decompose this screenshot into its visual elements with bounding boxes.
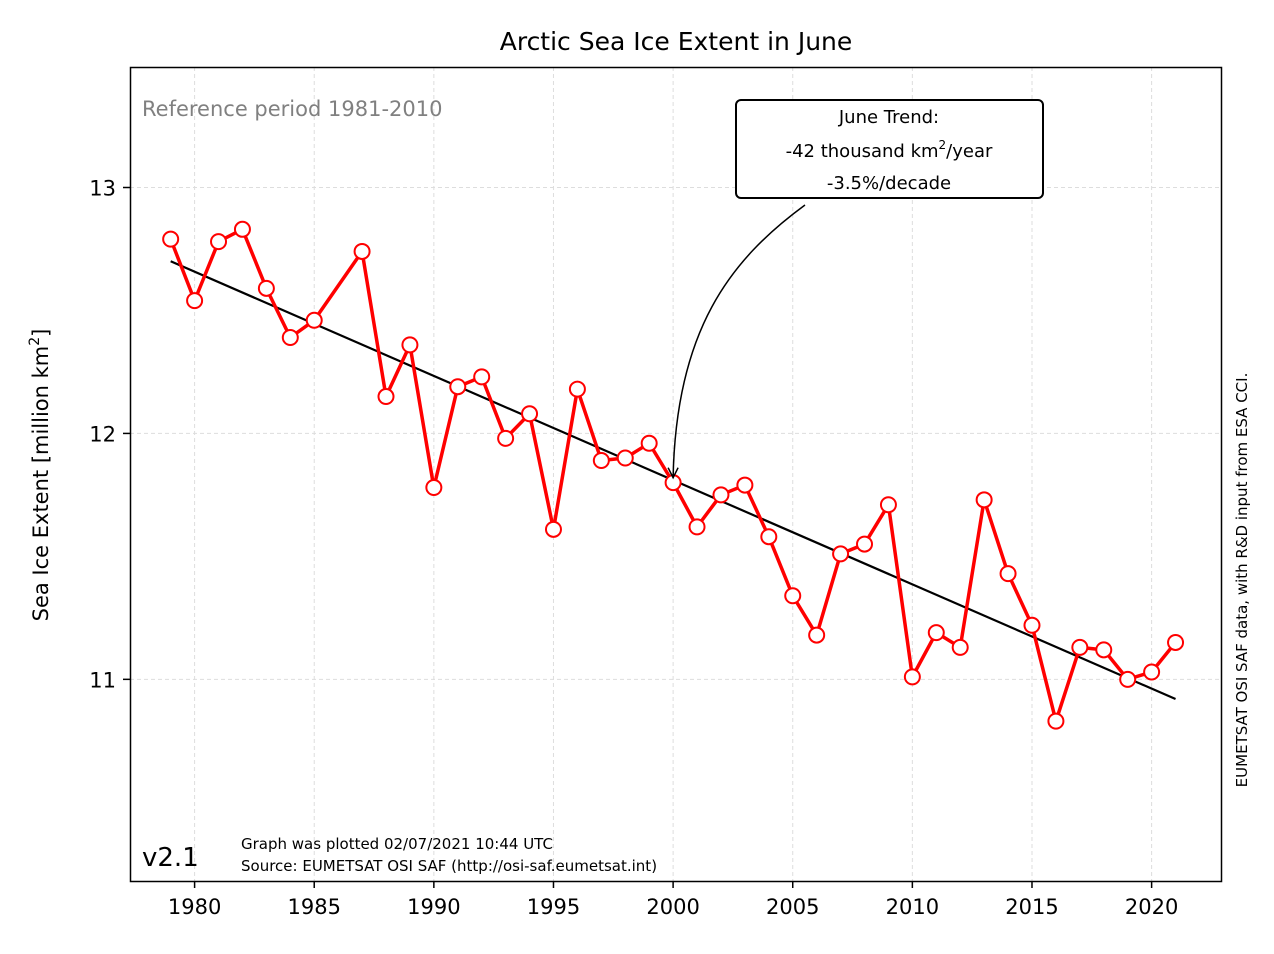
x-axis: 1980 1985 1990 1995 2000 2005 2010 2015 2020 [168,881,1178,919]
annotation-arrow [672,204,806,478]
data-point [951,638,969,656]
data-point [497,429,515,447]
y-axis-label: Sea Ice Extent [million km2] [27,329,53,622]
data-point [712,486,730,504]
data-point [233,220,251,238]
annotation-line2-post: /year [946,141,993,162]
y-tick-label: 13 [89,177,116,201]
data-point [425,479,443,497]
side-note: EUMETSAT OSI SAF data, with R&D input fr… [1233,373,1251,788]
footer-plotted: Graph was plotted 02/07/2021 10:44 UTC [241,835,553,853]
x-tick-label: 2005 [766,895,819,919]
y-axis-label-main: Sea Ice Extent [million km [29,346,53,622]
data-point [186,292,204,310]
x-tick-label: 1990 [407,895,460,919]
x-tick-label: 1985 [287,895,340,919]
data-point [760,528,778,546]
reference-period-text: Reference period 1981-2010 [142,97,442,121]
series-line [169,227,1177,723]
y-tick-label: 12 [89,422,116,446]
data-point [1167,633,1185,651]
annotation-line1: June Trend: [838,107,939,128]
plot-frame [129,66,1223,883]
data-point [640,434,658,452]
data-point [832,545,850,563]
x-tick-label: 2000 [646,895,699,919]
data-point [521,405,539,423]
data-point [568,380,586,398]
data-point [377,388,395,406]
chart-title: Arctic Sea Ice Extent in June [500,27,853,56]
data-point [1071,638,1089,656]
data-point [401,336,419,354]
data-point [856,535,874,553]
annotation-arrowhead [667,467,679,480]
annotation-box [735,99,1044,199]
data-point [736,476,754,494]
data-point [808,626,826,644]
data-point [210,233,228,251]
data-point [1023,616,1041,634]
x-tick-label: 2010 [886,895,939,919]
data-point [999,565,1017,583]
data-point [784,587,802,605]
data-point [688,518,706,536]
annotation-line3: -3.5%/decade [827,173,951,194]
data-point [975,491,993,509]
y-axis-label-end: ] [29,329,53,337]
annotation-line2-pre: -42 thousand km [786,141,939,162]
y-axis: 11 12 13 [89,177,130,692]
data-point [1095,641,1113,659]
data-point [281,329,299,347]
data-point [544,520,562,538]
footer-source: Source: EUMETSAT OSI SAF (http://osi-saf… [241,857,657,875]
x-tick-label: 1995 [527,895,580,919]
y-axis-label-sup: 2 [27,337,43,346]
data-point [927,624,945,642]
data-point [616,449,634,467]
x-tick-label: 2020 [1125,895,1178,919]
y-tick-label: 11 [89,668,116,692]
version-label: v2.1 [142,843,199,873]
data-point [1119,670,1137,688]
data-point [903,668,921,686]
data-point [1143,663,1161,681]
data-markers [162,220,1185,730]
data-point [592,451,610,469]
data-point [353,242,371,260]
annotation-line2-sup: 2 [939,138,947,152]
x-tick-label: 2015 [1005,895,1058,919]
data-point [879,496,897,514]
data-point [449,378,467,396]
data-point [257,279,275,297]
data-point [162,230,180,248]
x-tick-label: 1980 [168,895,221,919]
annotation-line2: -42 thousand km2/year [786,138,993,162]
data-point [305,311,323,329]
data-point [473,368,491,386]
data-point [1047,712,1065,730]
